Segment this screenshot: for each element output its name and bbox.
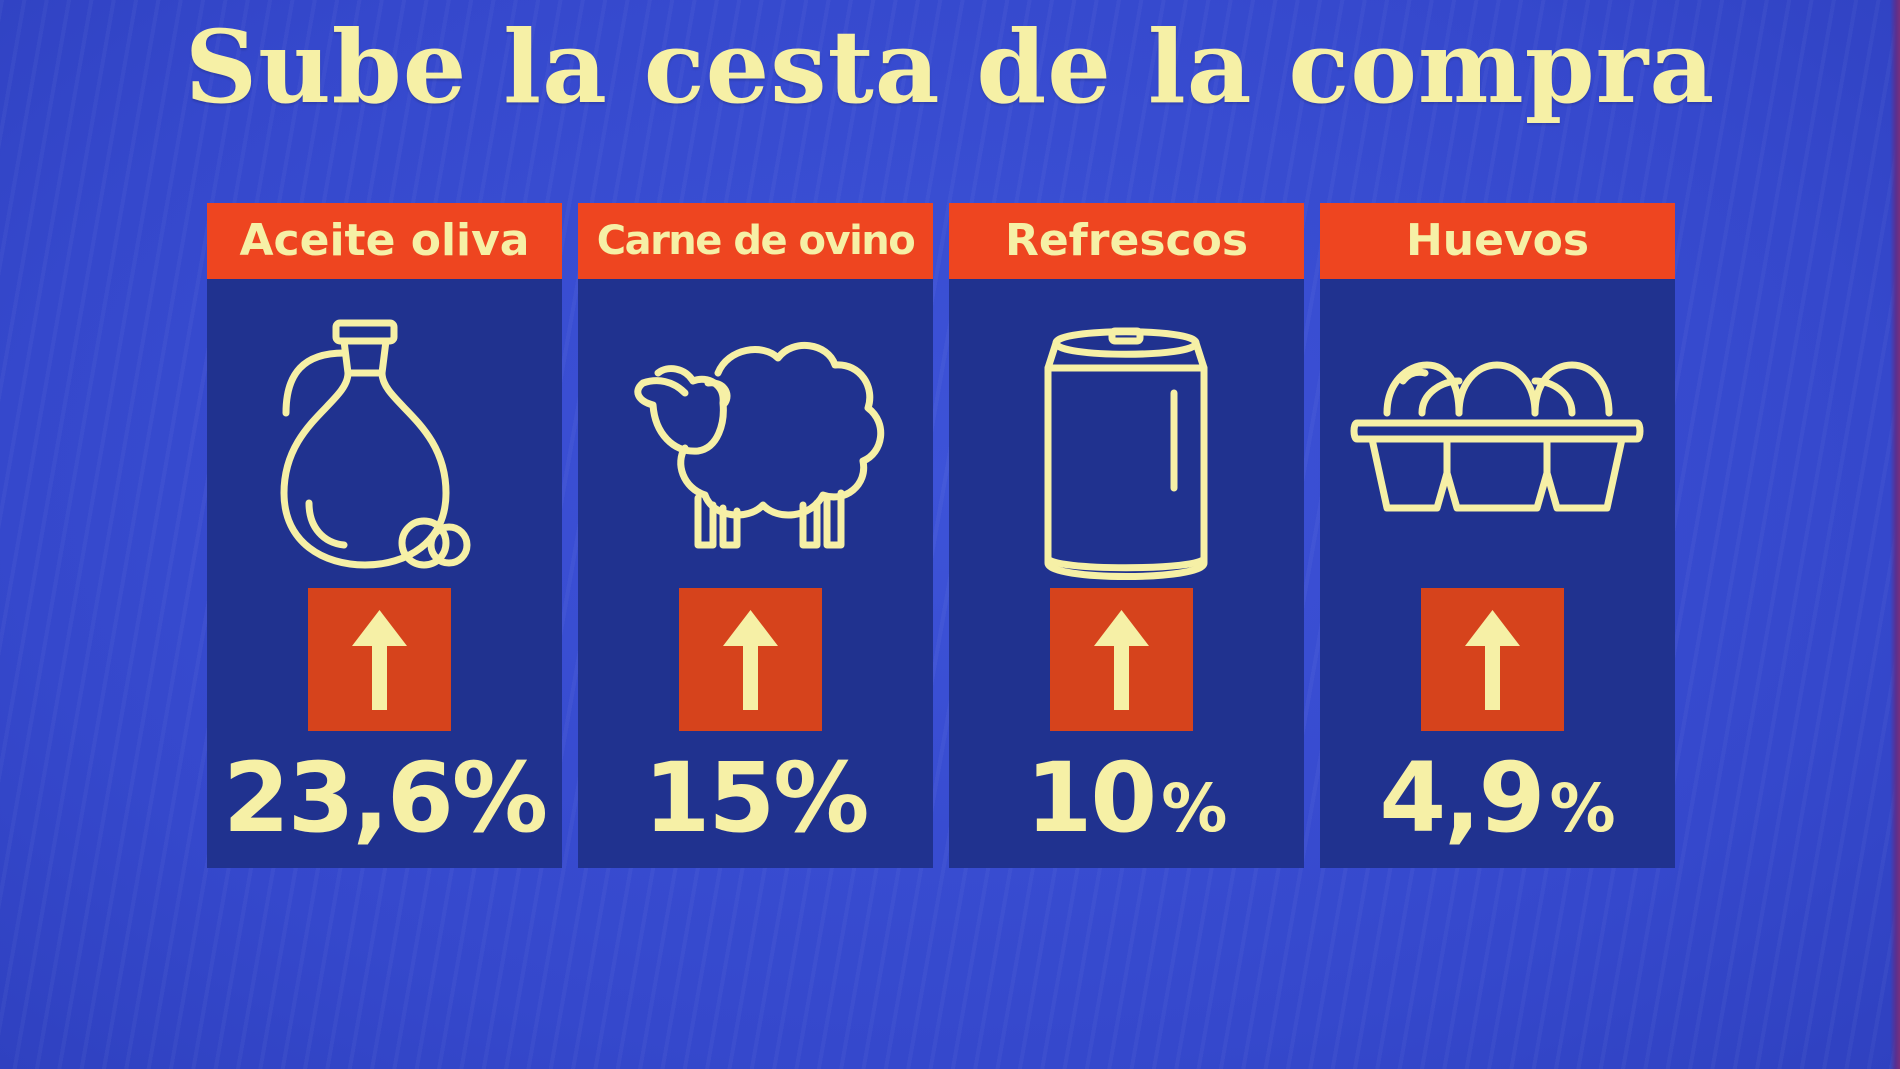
trend-box — [308, 588, 451, 731]
value-unit: % — [1549, 770, 1616, 847]
card-carne-de-ovino: Carne de ovino 15% — [578, 203, 933, 868]
up-arrow-icon — [352, 610, 407, 710]
card-label: Aceite oliva — [207, 203, 562, 279]
trend-box — [1421, 588, 1564, 731]
value-number: 4,9 — [1379, 742, 1545, 854]
egg-carton-icon — [1350, 361, 1644, 512]
card-huevos: Huevos 4,9% — [1320, 203, 1675, 868]
card-aceite-oliva: Aceite oliva 23,6% — [207, 203, 562, 868]
value-unit: % — [773, 742, 869, 854]
up-arrow-icon — [723, 610, 778, 710]
value-number: 23,6 — [222, 742, 454, 854]
percent-value: 4,9% — [1320, 743, 1675, 864]
right-edge-strip — [1890, 0, 1900, 1069]
card-label: Huevos — [1320, 203, 1675, 279]
page-title: Sube la cesta de la compra — [184, 8, 1716, 126]
card-label: Carne de ovino — [578, 203, 933, 279]
card-refrescos: Refrescos 10% — [949, 203, 1304, 868]
olive-oil-bottle-icon — [280, 319, 471, 569]
trend-box — [679, 588, 822, 731]
trend-box — [1050, 588, 1193, 731]
soda-can-icon — [1044, 327, 1208, 580]
up-arrow-icon — [1465, 610, 1520, 710]
percent-value: 10% — [949, 743, 1304, 864]
value-number: 10 — [1025, 742, 1158, 854]
value-number: 15 — [643, 742, 776, 854]
up-arrow-icon — [1094, 610, 1149, 710]
value-unit: % — [1161, 770, 1228, 847]
sheep-icon — [634, 341, 885, 549]
card-label: Refrescos — [949, 203, 1304, 279]
percent-value: 23,6% — [207, 743, 562, 853]
value-unit: % — [451, 742, 548, 854]
percent-value: 15% — [578, 743, 933, 853]
